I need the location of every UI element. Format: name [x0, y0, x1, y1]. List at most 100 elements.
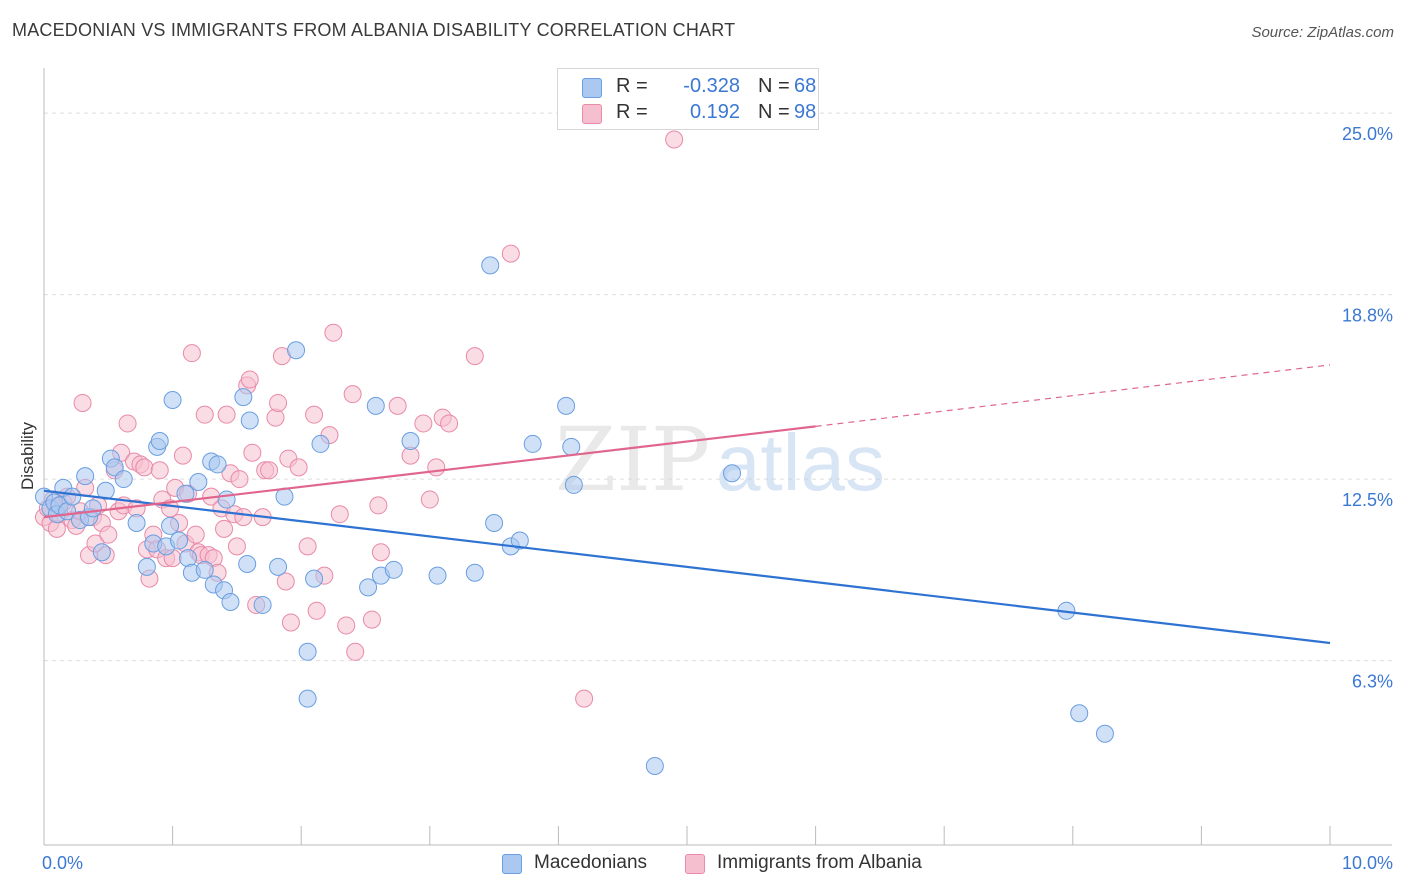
point-macedonian [510, 531, 529, 550]
y-tick-label: 6.3% [1352, 672, 1393, 692]
point-albania [307, 601, 326, 620]
legend-r-value: 0.192 [689, 101, 740, 123]
legend-n-value: 68 [794, 75, 817, 97]
point-albania [575, 689, 594, 708]
point-albania [362, 610, 381, 629]
point-macedonian [176, 484, 195, 503]
point-macedonian [92, 543, 111, 562]
point-macedonian [428, 566, 447, 585]
tick-labels: 6.3% 12.5% 18.8% 25.0% 0.0% 10.0% [42, 124, 1393, 873]
point-albania [150, 461, 169, 480]
point-macedonian [298, 642, 317, 661]
y-axis-label: Disability [18, 421, 37, 490]
point-macedonian [401, 432, 420, 451]
point-macedonian [723, 464, 742, 483]
point-albania [73, 393, 92, 412]
point-macedonian [150, 432, 169, 451]
point-macedonian [114, 470, 133, 489]
point-macedonian [238, 554, 257, 573]
point-albania [427, 458, 446, 477]
point-macedonian [83, 499, 102, 518]
watermark: ZIP atlas [555, 408, 885, 511]
point-albania [346, 642, 365, 661]
point-macedonian [485, 513, 504, 532]
point-albania [186, 525, 205, 544]
legend-swatch-pink [582, 104, 602, 124]
point-macedonian [221, 593, 240, 612]
point-albania [369, 496, 388, 515]
y-tick-label: 25.0% [1342, 124, 1393, 144]
point-macedonian [217, 490, 236, 509]
legend-swatch-blue [502, 854, 522, 874]
point-albania [99, 525, 118, 544]
point-macedonian [195, 560, 214, 579]
x-tick-label: 10.0% [1342, 853, 1393, 873]
point-macedonian [161, 516, 180, 535]
point-albania [665, 130, 684, 149]
point-macedonian [208, 455, 227, 474]
legend-r-label: R = [616, 75, 648, 97]
watermark-atlas: atlas [716, 418, 885, 507]
point-albania [118, 414, 137, 433]
watermark-zip: ZIP [555, 408, 710, 511]
trend-line-albania [43, 425, 816, 519]
point-albania [260, 461, 279, 480]
legend-n-label: N = [758, 75, 790, 97]
chart-title: MACEDONIAN VS IMMIGRANTS FROM ALBANIA DI… [12, 20, 736, 40]
point-macedonian [240, 411, 259, 430]
point-macedonian [465, 563, 484, 582]
point-macedonian [311, 434, 330, 453]
trend-line-albania-extension [815, 364, 1331, 427]
point-albania [234, 508, 253, 527]
point-albania [195, 405, 214, 424]
correlation-legend: R = -0.328 N = 68 R = 0.192 N = 98 [557, 68, 819, 130]
point-macedonian [305, 569, 324, 588]
point-albania [420, 490, 439, 509]
point-albania [173, 446, 192, 465]
point-macedonian [234, 388, 253, 407]
point-macedonian [359, 578, 378, 597]
point-macedonian [481, 256, 500, 275]
point-albania [305, 405, 324, 424]
x-tick-label: 0.0% [42, 853, 83, 873]
legend-swatch-pink [685, 854, 705, 874]
point-macedonian [384, 560, 403, 579]
point-albania [182, 344, 201, 363]
point-macedonian [1095, 724, 1114, 743]
point-macedonian [645, 756, 664, 775]
point-macedonian [170, 531, 189, 550]
point-albania [330, 505, 349, 524]
point-macedonian [269, 557, 288, 576]
point-albania [266, 408, 285, 427]
point-macedonian [63, 487, 82, 506]
point-albania [289, 458, 308, 477]
point-macedonian [163, 391, 182, 410]
point-macedonian [76, 467, 95, 486]
point-albania [440, 414, 459, 433]
point-albania [240, 370, 259, 389]
point-albania [243, 443, 262, 462]
legend-swatch-blue [582, 78, 602, 98]
source-credit: Source: ZipAtlas.com [1251, 24, 1394, 41]
point-albania [465, 347, 484, 366]
point-macedonian [523, 434, 542, 453]
point-albania [298, 537, 317, 556]
legend-r-value: -0.328 [683, 75, 740, 97]
point-albania [215, 519, 234, 538]
series-macedonians [35, 256, 1114, 775]
trend-line-macedonians [43, 489, 1331, 645]
axes [43, 68, 1392, 846]
legend-r-label: R = [616, 101, 648, 123]
point-albania [343, 385, 362, 404]
point-macedonian [287, 341, 306, 360]
point-macedonian [189, 472, 208, 491]
point-albania [501, 244, 520, 263]
point-albania [217, 405, 236, 424]
point-macedonian [275, 487, 294, 506]
point-albania [414, 414, 433, 433]
point-albania [135, 458, 154, 477]
legend-label-albania: Immigrants from Albania [717, 852, 922, 873]
point-macedonian [562, 437, 581, 456]
point-albania [230, 470, 249, 489]
